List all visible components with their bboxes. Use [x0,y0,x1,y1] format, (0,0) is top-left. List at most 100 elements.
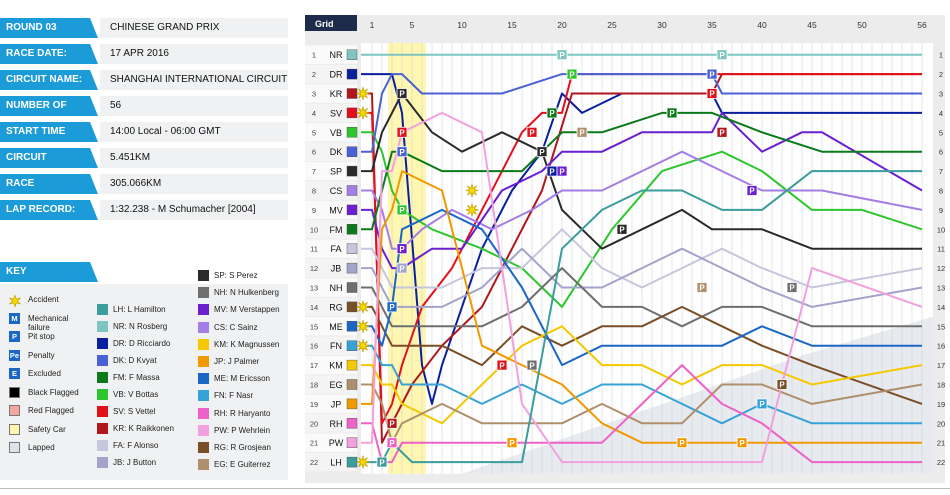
grid-position: 7 [312,167,316,176]
accident-icon [356,319,370,333]
grid-driver-code: SV [330,108,342,118]
driver-key-label: SP: S Perez [214,271,258,280]
driver-key-label: KM: K Magnussen [214,339,280,349]
pit-stop-icon: P [756,398,768,410]
driver-swatch [198,459,209,471]
grid-row [305,200,357,220]
lap-tick-label: 50 [857,20,867,30]
grid-position: 13 [310,284,318,293]
driver-swatch [97,406,108,417]
driver-swatch [97,304,108,315]
grid-position: 20 [310,419,318,428]
black-flag-icon [9,386,20,398]
grid-row [305,433,357,452]
lap-tick-label: 40 [757,20,767,30]
excluded-icon: E [9,368,20,379]
grid-position: 18 [310,381,318,390]
grid-row [305,239,357,258]
series-line-cs [361,150,923,250]
grid-driver-swatch [346,262,358,274]
grid-position: 8 [312,187,316,196]
grid-row [305,394,357,414]
pit-stop-icon: P [376,456,388,468]
grid-row [305,258,357,278]
svg-text:P: P [549,167,555,176]
key-label: Accident [28,295,59,304]
grid-driver-swatch [346,359,358,371]
info-label: LAP RECORD: [0,200,98,220]
driver-key-label: RH: R Haryanto [214,408,271,418]
grid-driver-code: MV [329,205,343,215]
info-row: CIRCUIT NAME: SHANGHAI INTERNATIONAL CIRC… [0,70,288,90]
final-position: 11 [937,245,945,254]
final-position: 2 [939,70,943,79]
grid-driver-swatch [346,107,358,119]
grid-driver-swatch [346,49,358,60]
svg-text:P: P [719,129,725,138]
svg-text:P: P [779,381,785,390]
accident-icon [356,455,370,469]
grid-driver-swatch [346,301,358,313]
grid-driver-code: ME [329,322,343,332]
mechanical-failure-icon: M [9,312,20,324]
key-label: Black Flagged [28,387,79,397]
driver-swatch [198,304,209,316]
pit-stop-icon: P [526,359,538,371]
grid-driver-swatch [346,243,358,254]
driver-key-label: VB: V Bottas [113,390,159,399]
grid-row [305,220,357,239]
svg-text:P: P [699,284,705,293]
driver-swatch [198,424,209,436]
driver-swatch [97,457,108,468]
info-value: 305.066KM [100,174,288,194]
svg-text:P: P [529,361,535,370]
accident-icon [356,106,370,120]
grid-row [305,64,357,84]
pit-stop-icon: P [526,126,538,138]
pit-stop-icon: P [396,262,408,274]
grid-row [305,84,357,103]
grid-row [305,375,357,394]
pit-stop-icon: P [396,126,408,138]
driver-key-label: LH: L Hamilton [113,305,166,314]
grid-position: 12 [310,264,318,273]
series-line-me [361,208,922,367]
svg-text:P: P [579,129,585,138]
driver-key-label: FM: F Massa [113,373,160,382]
grid-driver-swatch [346,321,358,332]
grid-row [305,414,357,433]
grid-row [305,181,357,200]
driver-swatch [97,440,108,451]
svg-text:P: P [499,361,505,370]
lap-tick-label: 5 [410,20,415,30]
grid-row [305,103,357,123]
svg-text:P: P [789,284,795,293]
info-row: CIRCUIT LENGTH:5.451KM [0,148,288,183]
grid-driver-code: NR [330,50,343,60]
info-label: START TIME [0,122,98,142]
pit-stop-icon: P [706,88,718,99]
driver-key-label: NH: N Hulkenberg [214,288,279,298]
pit-stop-icon: P [616,223,628,235]
grid-driver-code: NH [330,283,343,293]
series-line-nh [361,267,922,328]
final-position: 3 [939,90,943,99]
key-label: Mechanical failure [28,313,69,332]
pit-stop-icon: P [396,88,408,99]
info-row: START TIME 14:00 Local - 06:00 GMT [0,122,288,142]
pit-stop-icon: P [386,301,398,313]
grid-driver-code: DK [330,147,343,157]
driver-key-label: PW: P Wehrlein [214,425,271,435]
pit-stop-icon: P [546,107,558,119]
grid-driver-code: DR [330,70,343,80]
info-value: 17 APR 2016 [100,44,288,64]
grid-driver-swatch [346,379,358,390]
lap-tick-label: 56 [917,20,927,30]
driver-key-label: DK: D Kvyat [113,356,157,365]
svg-text:P: P [549,109,555,118]
svg-text:P: P [559,51,565,60]
driver-key-label: EG: E Guiterrez [214,460,271,470]
grid-driver-swatch [346,418,358,429]
pit-stop-icon: P [786,282,798,293]
grid-row [305,297,357,317]
